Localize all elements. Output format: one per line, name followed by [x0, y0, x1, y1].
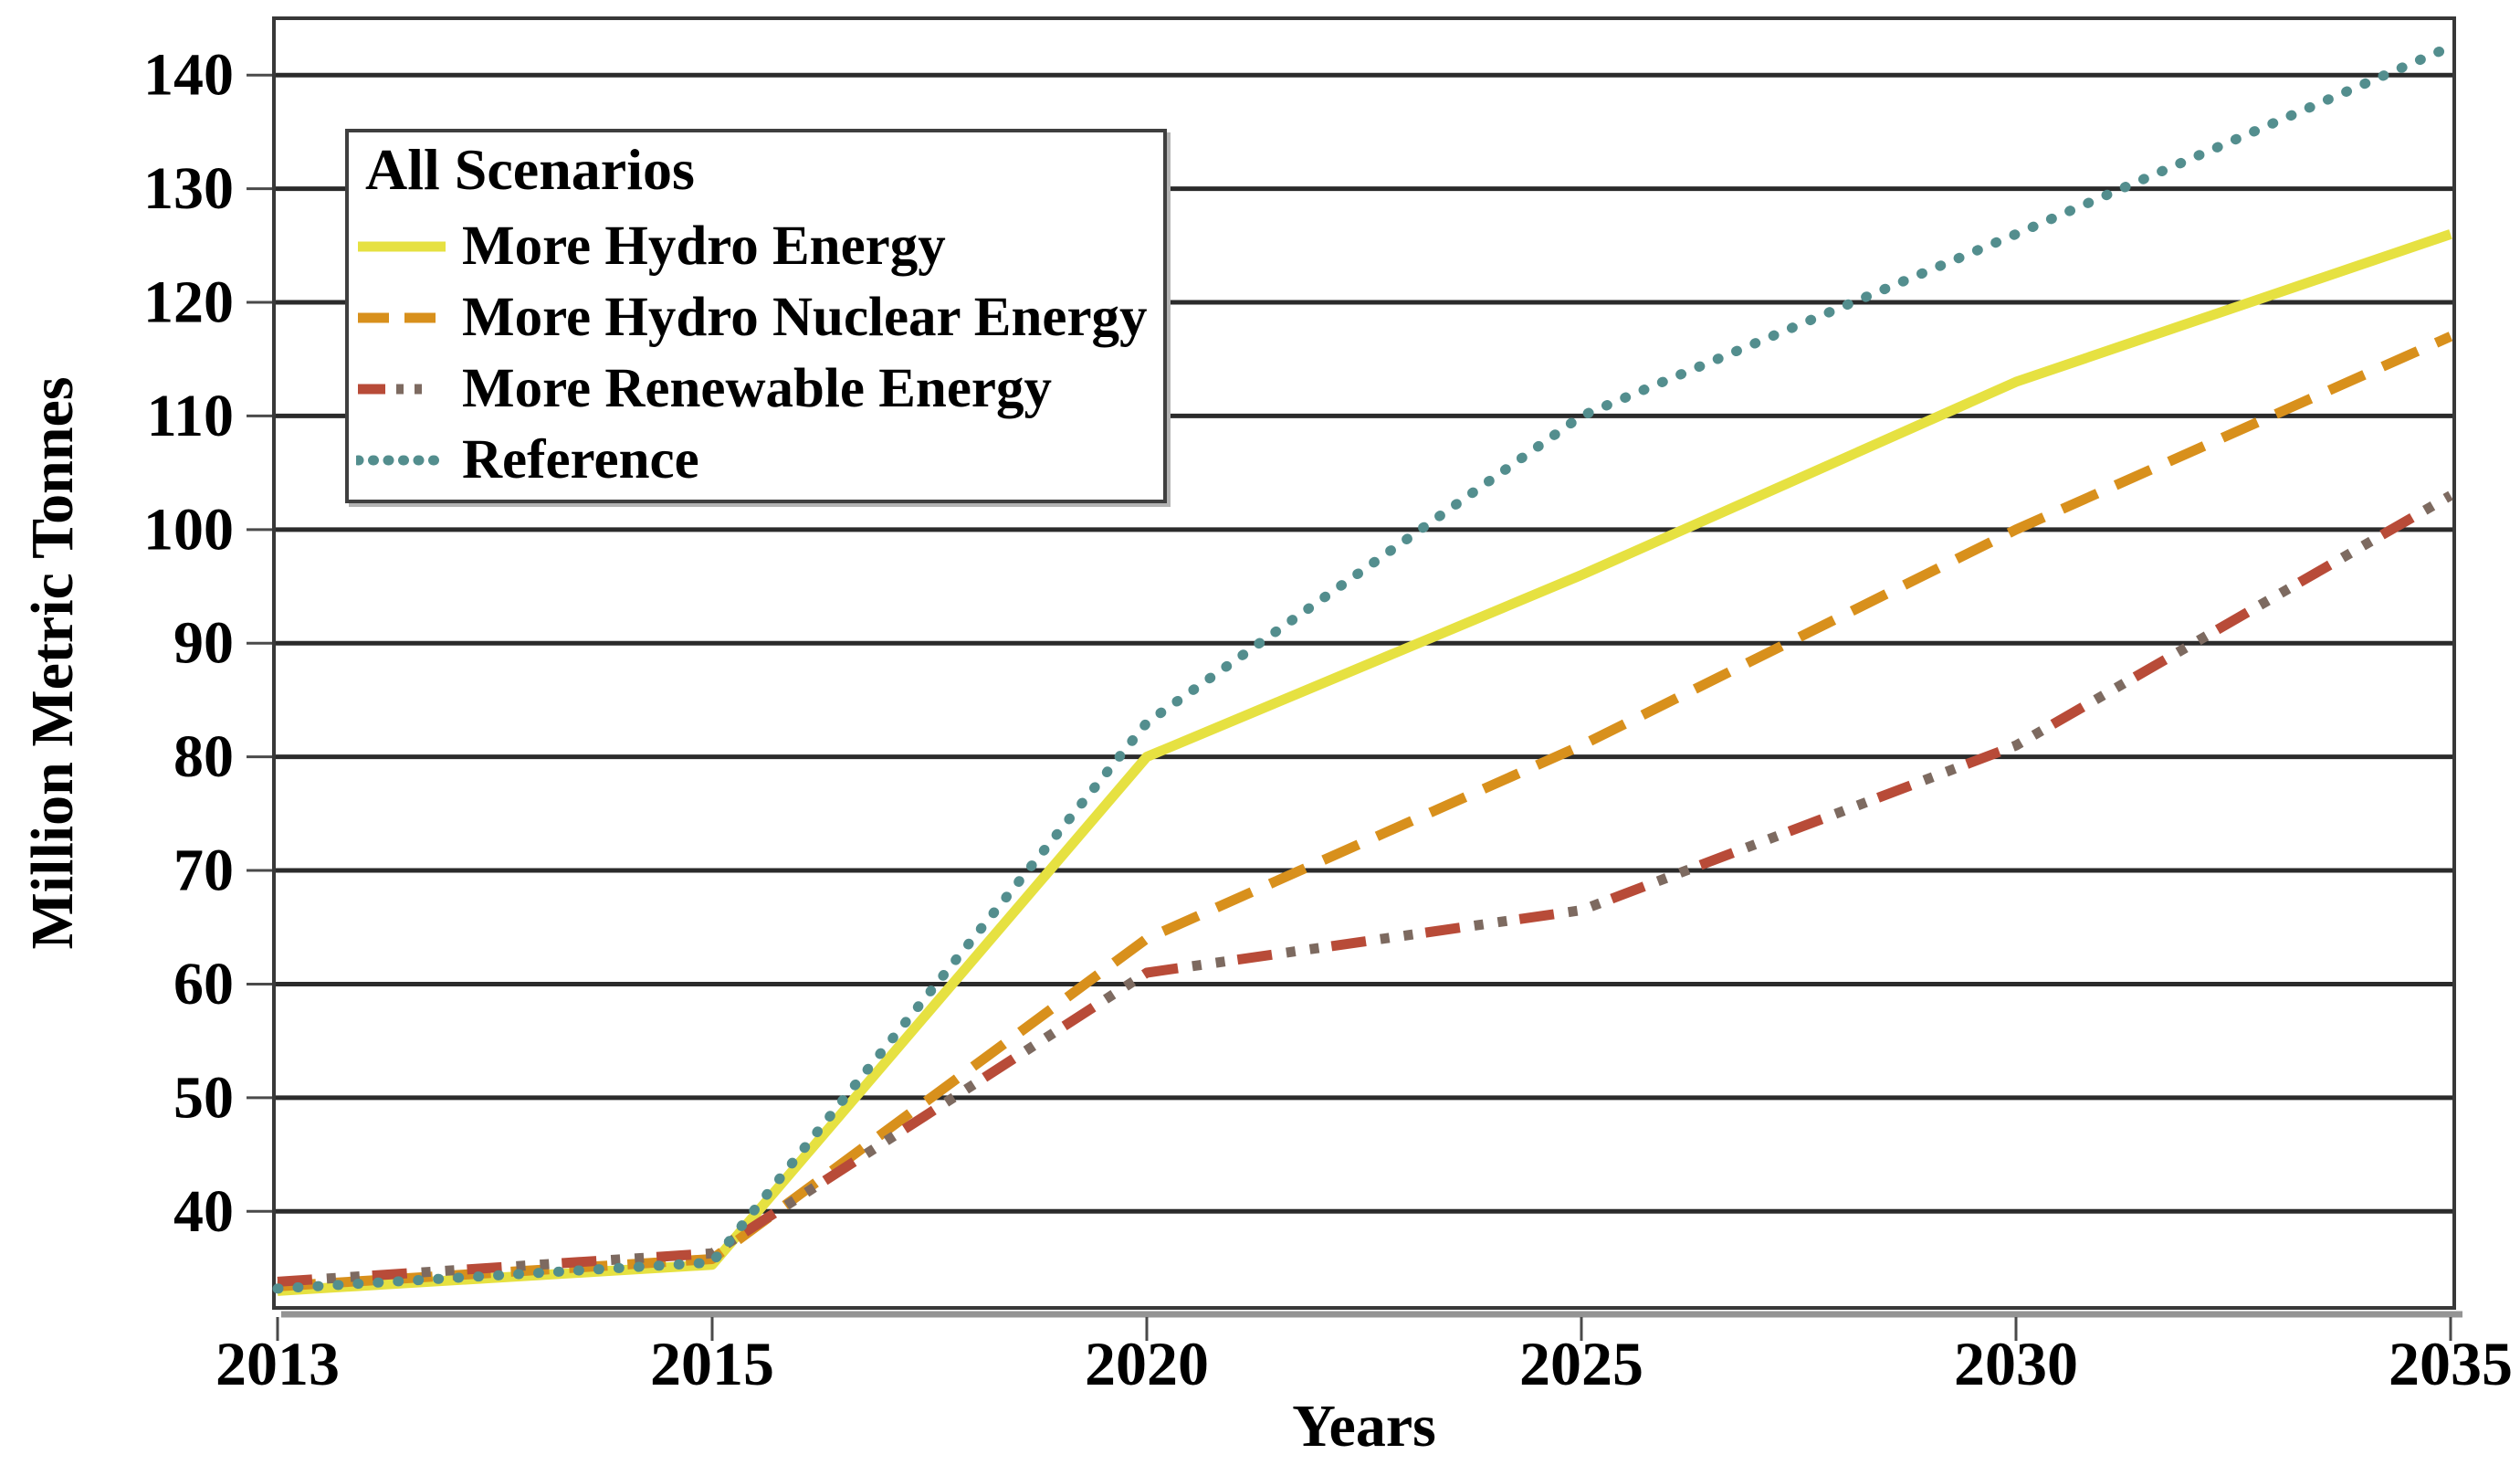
- series-line-reference: [272, 41, 2456, 1294]
- y-tick-label: 80: [173, 723, 234, 790]
- legend-item-more-renewable-energy: More Renewable Energy: [356, 353, 1052, 425]
- legend-item-more-hydro-nuclear-energy: More Hydro Nuclear Energy: [356, 282, 1148, 353]
- x-tick-label: 2015: [650, 1329, 774, 1398]
- y-tick-label: 110: [147, 383, 234, 449]
- x-axis-title: Years: [1292, 1393, 1436, 1460]
- y-tick-label: 90: [173, 610, 234, 677]
- y-tick-label: 120: [143, 269, 234, 336]
- series-line-more-renewable-energy: [277, 490, 2453, 1287]
- legend-label: More Hydro Nuclear Energy: [462, 287, 1148, 348]
- y-tick-label: 50: [173, 1064, 234, 1131]
- line-sample-more-hydro-nuclear-energy: [358, 312, 446, 323]
- x-tick-label: 2013: [215, 1329, 340, 1398]
- x-tick-label: 2035: [2389, 1329, 2513, 1398]
- plot-border: [272, 16, 2456, 1310]
- legend-label: More Hydro Energy: [462, 216, 946, 277]
- y-tick-label: 130: [143, 155, 234, 222]
- y-tick-label: 70: [173, 838, 234, 904]
- y-tick-label: 140: [143, 42, 234, 109]
- y-tick-label: 100: [143, 496, 234, 563]
- line-sample-reference: [356, 455, 447, 466]
- legend-label: More Renewable Energy: [462, 358, 1053, 419]
- legend-item-reference: Reference: [356, 425, 699, 496]
- x-tick-label: 2030: [1954, 1329, 2078, 1398]
- legend-label: Reference: [462, 429, 699, 490]
- x-tick-label: 2020: [1085, 1329, 1209, 1398]
- line-sample-more-hydro-energy: [358, 241, 446, 252]
- y-axis-title: Million Metric Tonnes: [19, 376, 86, 950]
- line-sample-more-renewable-energy: [358, 384, 446, 395]
- legend: All Scenarios More Hydro Energy More Hyd…: [345, 129, 1167, 503]
- y-tick-label: 40: [173, 1178, 234, 1245]
- legend-title: All Scenarios: [365, 137, 695, 202]
- y-tick-label: 60: [173, 951, 234, 1017]
- legend-item-more-hydro-energy: More Hydro Energy: [356, 211, 946, 282]
- series-line-more-renewable-energy: [277, 490, 2453, 1287]
- x-tick-label: 2025: [1519, 1329, 1643, 1398]
